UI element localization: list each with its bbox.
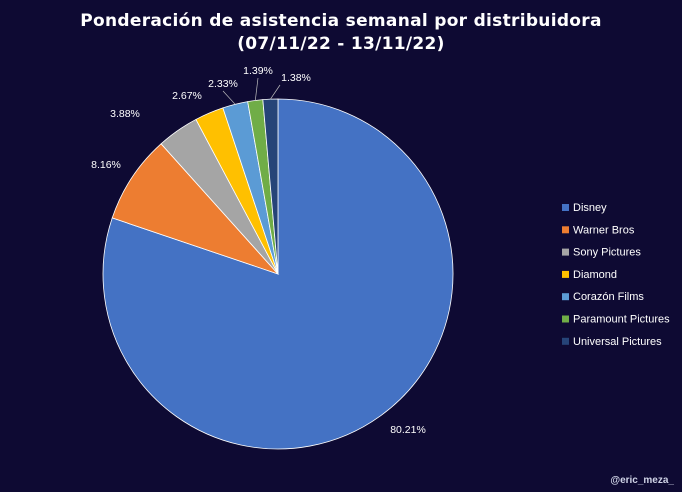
legend-swatch [562, 337, 569, 345]
data-label: 1.38% [281, 72, 311, 84]
data-label: 80.21% [390, 424, 426, 436]
legend-label: Corazón Films [573, 291, 644, 303]
legend-swatch [562, 204, 569, 211]
legend-label: Diamond [573, 269, 617, 281]
leader-line [254, 77, 259, 101]
chart-title: Ponderación de asistencia semanal por di… [0, 10, 682, 56]
data-label: 1.39% [243, 65, 273, 77]
data-label: 2.33% [208, 78, 238, 90]
watermark: @eric_meza_ [610, 475, 674, 486]
legend-label: Universal Pictures [573, 336, 662, 348]
data-labels: 80.21% 8.16% 3.88% 2.67% 2.33% 1.39% 1.38% [91, 65, 426, 436]
legend-swatch [562, 248, 569, 256]
data-label: 8.16% [91, 159, 121, 171]
data-label: 2.67% [172, 90, 202, 102]
legend: Disney Warner Bros Sony Pictures Diamond Cor… [562, 202, 670, 348]
data-label: 3.88% [110, 108, 140, 120]
legend-label: Sony Pictures [573, 247, 641, 259]
pie-slices [102, 98, 454, 450]
leader-line [222, 90, 236, 105]
label-leader-lines [222, 77, 281, 105]
legend-label: Disney [573, 202, 607, 214]
legend-label: Warner Bros [573, 224, 635, 236]
leader-line [270, 84, 281, 100]
legend-swatch [562, 315, 569, 323]
legend-swatch [562, 270, 569, 278]
chart-title-line2: (07/11/22 - 13/11/22) [237, 34, 445, 54]
chart-title-line1: Ponderación de asistencia semanal por di… [80, 11, 602, 31]
pie-slice-warner-bros [111, 143, 280, 275]
legend-swatch [562, 293, 569, 301]
legend-label: Paramount Pictures [573, 314, 670, 326]
legend-swatch [562, 226, 569, 234]
